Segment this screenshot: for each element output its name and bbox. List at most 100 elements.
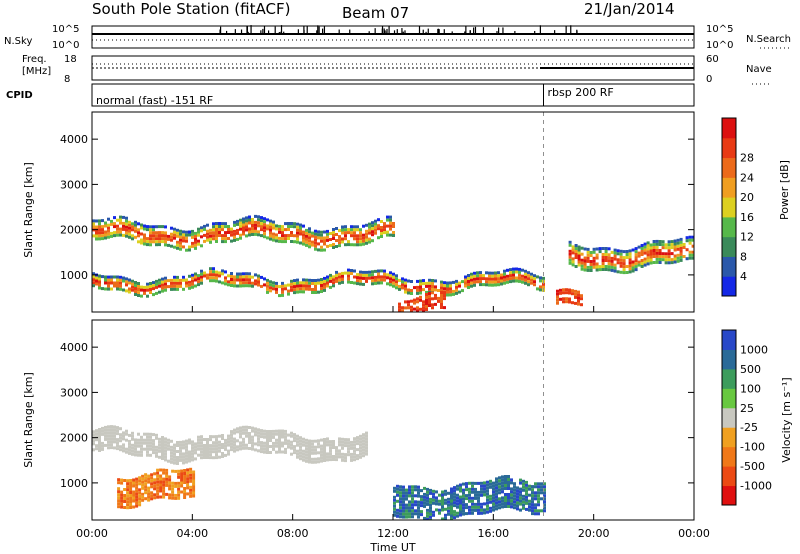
heatmap-cell: [311, 439, 314, 443]
heatmap-cell: [323, 288, 326, 292]
heatmap-cell: [134, 453, 137, 457]
heatmap-cell: [649, 243, 653, 247]
heatmap-cell: [344, 438, 347, 442]
heatmap-cell: [302, 278, 305, 282]
heatmap-cell: [595, 268, 599, 272]
heatmap-cell: [410, 292, 413, 295]
heatmap-cell: [447, 503, 450, 507]
heatmap-cell: [524, 278, 527, 282]
heatmap-cell: [601, 253, 605, 256]
heatmap-cell: [646, 253, 650, 257]
heatmap-cell: [177, 496, 181, 500]
heatmap-cell: [165, 471, 169, 475]
heatmap-cell: [206, 238, 209, 242]
heatmap-cell: [470, 275, 473, 279]
heatmap-cell: [179, 449, 182, 453]
heatmap-cell: [248, 233, 251, 237]
heatmap-cell: [239, 435, 242, 439]
heatmap-cell: [524, 275, 527, 279]
heatmap-cell: [326, 437, 329, 441]
heatmap-cell: [411, 500, 414, 504]
heatmap-cell: [362, 242, 365, 246]
heatmap-cell: [428, 304, 431, 307]
heatmap-cell: [465, 512, 468, 516]
heatmap-cell: [122, 233, 125, 237]
heatmap-cell: [429, 503, 432, 507]
heatmap-cell: [176, 456, 179, 459]
heatmap-cell: [137, 285, 140, 288]
heatmap-cell: [269, 228, 272, 232]
heatmap-cell: [125, 432, 128, 436]
heatmap-cell: [227, 225, 230, 228]
heatmap-cell: [480, 502, 483, 506]
heatmap-cell: [393, 489, 396, 493]
heatmap-cell: [386, 282, 389, 286]
heatmap-cell: [495, 477, 498, 481]
heatmap-cell: [510, 505, 513, 509]
heatmap-cell: [257, 437, 260, 441]
heatmap-cell: [446, 287, 449, 291]
heatmap-cell: [224, 282, 227, 286]
heatmap-cell: [356, 442, 359, 446]
heatmap-cell: [628, 258, 632, 262]
heatmap-cell: [275, 233, 278, 237]
heatmap-cell: [260, 228, 263, 232]
heatmap-cell: [619, 270, 623, 274]
heatmap-cell: [425, 308, 428, 311]
heatmap-cell: [156, 483, 160, 487]
heatmap-cell: [574, 289, 577, 293]
heatmap-cell: [164, 452, 167, 456]
heatmap-cell: [168, 478, 172, 482]
heatmap-cell: [374, 231, 377, 235]
heatmap-cell: [583, 262, 587, 266]
heatmap-cell: [107, 425, 110, 429]
heatmap-cell: [272, 287, 275, 291]
heatmap-cell: [230, 448, 233, 452]
heatmap-cell: [329, 452, 332, 456]
power-colorbar-label: Power [dB]: [778, 160, 791, 220]
heatmap-cell: [191, 446, 194, 450]
heatmap-cell: [407, 279, 410, 283]
heatmap-cell: [667, 252, 671, 256]
heatmap-cell: [413, 286, 416, 290]
heatmap-cell: [185, 460, 188, 464]
heatmap-cell: [141, 492, 145, 496]
heatmap-cell: [260, 441, 263, 445]
heatmap-cell: [209, 279, 212, 283]
heatmap-cell: [227, 283, 230, 287]
heatmap-cell: [245, 272, 248, 276]
heatmap-cell: [338, 238, 341, 242]
heatmap-cell: [577, 254, 581, 258]
heatmap-cell: [254, 279, 257, 283]
heatmap-cell: [128, 287, 131, 291]
cpid-strip: CPID normal (fast) -151 RF rbsp 200 RF: [6, 83, 695, 107]
heatmap-cell: [125, 429, 128, 433]
heatmap-cell: [488, 271, 491, 275]
heatmap-cell: [188, 230, 191, 234]
heatmap-cell: [335, 455, 338, 459]
heatmap-cell: [212, 270, 215, 274]
colorbar-tick-label: 1000: [740, 343, 768, 356]
heatmap-cell: [125, 283, 128, 287]
heatmap-cell: [104, 287, 107, 291]
heatmap-cell: [480, 493, 483, 497]
heatmap-cell: [685, 257, 689, 261]
heatmap-cell: [192, 482, 196, 486]
heatmap-cell: [453, 516, 456, 520]
heatmap-cell: [317, 230, 320, 234]
heatmap-cell: [465, 497, 468, 501]
heatmap-cell: [233, 229, 236, 233]
heatmap-cell: [119, 436, 122, 440]
heatmap-cell: [158, 284, 161, 288]
heatmap-cell: [251, 275, 254, 279]
heatmap-cell: [422, 309, 425, 312]
heatmap-cell: [429, 506, 432, 510]
heatmap-cell: [257, 218, 260, 222]
heatmap-cell: [407, 306, 410, 310]
heatmap-cell: [404, 290, 407, 294]
heatmap-cell: [510, 496, 513, 500]
heatmap-cell: [440, 297, 443, 300]
heatmap-cell: [254, 214, 257, 218]
heatmap-cell: [365, 232, 368, 236]
heatmap-cell: [137, 282, 140, 285]
